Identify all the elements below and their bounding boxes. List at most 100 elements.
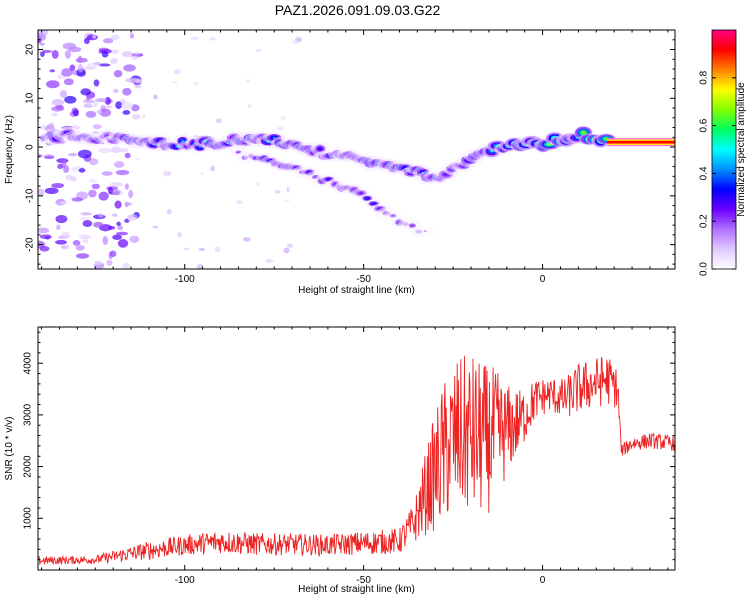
noise-blob xyxy=(46,80,60,89)
noise-blob xyxy=(255,49,262,52)
noise-blob xyxy=(88,189,97,198)
noise-blob xyxy=(38,227,50,234)
noise-blob xyxy=(39,245,50,252)
noise-blob xyxy=(209,37,216,41)
noise-blob xyxy=(125,77,139,83)
noise-blob xyxy=(130,55,139,60)
spectral-blob xyxy=(423,230,427,232)
chart-title: PAZ1.2026.091.09.03.G22 xyxy=(274,2,441,18)
noise-blob xyxy=(121,51,134,58)
spectral-blob xyxy=(181,140,184,142)
spectral-blob xyxy=(604,138,608,140)
noise-blob xyxy=(64,50,71,59)
noise-blob xyxy=(274,190,281,194)
noise-blob xyxy=(127,216,137,222)
noise-blob xyxy=(121,101,133,110)
spectral-blob xyxy=(327,178,330,180)
spectral-blob xyxy=(318,147,322,150)
noise-blob xyxy=(190,36,199,41)
noise-blob xyxy=(51,182,65,189)
noise-blob xyxy=(56,224,61,231)
noise-blob xyxy=(283,247,290,254)
noise-blob xyxy=(276,126,285,131)
noise-blob xyxy=(128,189,134,199)
noise-blob xyxy=(99,108,112,117)
noise-blob xyxy=(82,219,93,228)
noise-blob xyxy=(86,95,91,101)
noise-blob xyxy=(51,49,59,59)
strong-signal-band xyxy=(607,140,675,144)
noise-blob xyxy=(96,97,108,103)
noise-blob xyxy=(111,213,118,217)
noise-blob xyxy=(98,63,111,67)
noise-blob xyxy=(215,118,222,124)
noise-blob xyxy=(82,99,95,104)
noise-blob xyxy=(116,221,121,226)
spectrogram-heatmap xyxy=(38,30,675,269)
y-tick-label: 3000 xyxy=(23,403,34,426)
noise-blob xyxy=(72,240,81,246)
noise-blob xyxy=(85,110,97,118)
noise-blob xyxy=(284,199,290,202)
x-tick-label: -50 xyxy=(356,274,371,285)
y-tick-label: -20 xyxy=(25,237,36,252)
spectrogram-frame xyxy=(37,29,676,270)
noise-blob xyxy=(123,64,136,72)
noise-blob xyxy=(64,95,77,104)
noise-blob xyxy=(44,155,55,159)
noise-blob xyxy=(83,66,95,70)
snr-axes: -100 -50 0 1000 2000 3000 4000 xyxy=(23,327,675,586)
noise-blob xyxy=(104,96,111,105)
noise-blob xyxy=(280,115,287,121)
noise-blob xyxy=(77,63,84,73)
noise-blob xyxy=(57,163,64,170)
noise-blob xyxy=(117,239,129,248)
noise-blob xyxy=(194,81,199,86)
noise-blob xyxy=(68,153,78,157)
colorbar-gradient xyxy=(711,29,737,270)
colorbar-tick-label: 0.8 xyxy=(699,70,710,84)
y-tick-label: -10 xyxy=(25,188,36,203)
noise-blob xyxy=(39,234,52,240)
noise-blob xyxy=(49,69,56,73)
noise-blob xyxy=(130,104,140,112)
spectrogram-y-axis-label: Frequency (Hz) xyxy=(4,115,15,184)
noise-blob xyxy=(64,244,70,250)
noise-blob xyxy=(51,106,65,112)
y-tick-label: 4000 xyxy=(23,352,34,375)
noise-blob xyxy=(122,110,131,115)
noise-blob xyxy=(38,142,41,147)
noise-blob xyxy=(98,147,112,154)
noise-blob xyxy=(77,149,92,159)
y-tick-label: 1000 xyxy=(23,507,34,530)
noise-blob xyxy=(131,113,141,120)
noise-blob xyxy=(112,88,119,93)
noise-blob xyxy=(78,234,92,240)
noise-blob xyxy=(122,87,132,96)
noise-blob xyxy=(247,104,252,109)
spectral-blob xyxy=(581,131,585,134)
noise-blob xyxy=(122,262,130,269)
spectral-blob xyxy=(198,146,202,149)
noise-blob xyxy=(94,260,102,266)
spectral-blob xyxy=(391,214,395,217)
colorbar-tick-label: 0.6 xyxy=(699,118,710,132)
noise-blob xyxy=(93,221,104,228)
noise-blob xyxy=(242,237,251,242)
noise-blob xyxy=(63,78,74,86)
noise-blob xyxy=(97,64,101,67)
colorbar-tick-label: 0.2 xyxy=(699,214,710,228)
y-tick-label: 0 xyxy=(25,144,36,150)
noise-blob xyxy=(83,103,93,108)
x-tick-label: 0 xyxy=(540,575,546,586)
noise-blob xyxy=(134,157,141,161)
noise-blob xyxy=(286,186,290,193)
noise-blob xyxy=(256,181,260,187)
noise-blob xyxy=(172,80,178,84)
noise-blob xyxy=(265,259,274,263)
noise-blob xyxy=(69,64,76,71)
noise-blob xyxy=(91,183,100,190)
noise-blob xyxy=(101,171,113,176)
noise-blob xyxy=(153,94,158,100)
noise-blob xyxy=(102,235,109,245)
